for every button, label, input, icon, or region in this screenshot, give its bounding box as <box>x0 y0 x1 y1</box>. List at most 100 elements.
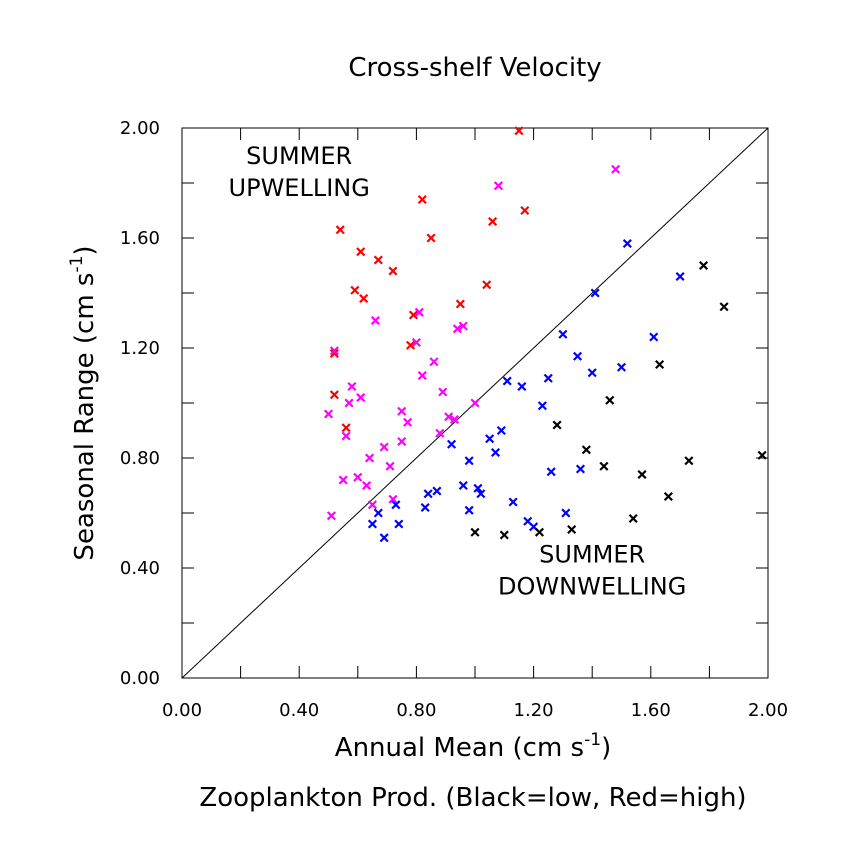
data-point <box>520 205 530 216</box>
data-point <box>452 324 462 334</box>
data-point <box>558 329 568 339</box>
data-point <box>488 216 498 227</box>
data-point <box>379 533 389 543</box>
data-point <box>517 381 527 392</box>
data-points <box>323 126 767 543</box>
data-point <box>420 502 430 513</box>
data-point <box>362 480 372 491</box>
data-point <box>546 467 556 477</box>
x-tick-label: 2.00 <box>748 700 788 721</box>
data-point <box>534 527 545 537</box>
data-point <box>364 453 375 463</box>
data-point <box>684 456 694 466</box>
data-point <box>408 310 419 320</box>
data-point <box>397 436 407 447</box>
data-point <box>350 285 360 295</box>
data-point <box>470 398 480 408</box>
data-point <box>329 390 339 400</box>
data-point <box>482 280 492 290</box>
data-point <box>552 420 562 430</box>
data-point <box>649 332 659 342</box>
data-point <box>605 395 615 405</box>
data-point <box>385 461 395 471</box>
data-point <box>499 530 509 540</box>
data-point <box>367 500 378 510</box>
annotation-label: SUMMER DOWNWELLING <box>498 541 686 601</box>
data-point <box>323 409 334 419</box>
data-point <box>326 511 336 521</box>
data-point <box>394 519 404 529</box>
data-point <box>344 398 354 408</box>
data-point <box>379 442 389 452</box>
chart-caption: Zooplankton Prod. (Black=low, Red=high) <box>199 783 746 813</box>
y-tick-label: 2.00 <box>120 118 160 139</box>
plot-frame <box>181 127 769 679</box>
data-point <box>335 225 345 235</box>
data-point <box>373 255 383 265</box>
data-point <box>455 299 465 309</box>
data-point <box>537 401 547 411</box>
data-point <box>403 417 413 427</box>
data-point <box>611 164 621 174</box>
x-axis-label-superscript: -1 <box>584 730 601 750</box>
data-point <box>622 238 632 249</box>
data-point <box>719 302 729 312</box>
data-point <box>391 500 401 510</box>
data-point <box>473 483 483 493</box>
data-point <box>388 494 398 504</box>
data-point <box>514 126 524 136</box>
data-point <box>464 505 474 515</box>
data-point <box>572 351 583 361</box>
y-axis-label-superscript: -1 <box>67 256 87 273</box>
data-point <box>575 464 586 474</box>
data-point <box>432 486 442 496</box>
data-point <box>543 373 553 383</box>
x-tick-label: 0.80 <box>396 700 436 721</box>
data-point <box>329 346 339 356</box>
data-point <box>493 181 503 191</box>
data-point <box>476 489 486 499</box>
y-tick-label: 0.00 <box>120 668 160 689</box>
data-point <box>502 376 512 386</box>
plot-area: SUMMER UPWELLING SUMMER DOWNWELLING <box>181 126 769 679</box>
data-point <box>470 527 480 537</box>
data-point <box>616 362 627 372</box>
data-point <box>447 439 457 449</box>
data-point <box>567 524 577 535</box>
data-point <box>359 293 369 304</box>
data-point <box>637 469 647 480</box>
y-tick-label: 1.20 <box>120 338 160 359</box>
data-point <box>590 288 600 298</box>
y-tick-label: 0.40 <box>120 558 160 579</box>
data-point <box>397 406 407 416</box>
data-point <box>414 307 424 317</box>
data-point <box>599 461 609 471</box>
data-point <box>417 194 427 205</box>
x-tick-label: 0.00 <box>162 700 202 721</box>
annotation-label: SUMMER UPWELLING <box>229 142 370 202</box>
data-point <box>341 431 351 441</box>
data-point <box>561 508 571 518</box>
data-point <box>347 381 357 392</box>
data-point <box>581 445 591 455</box>
x-axis-label: Annual Mean (cm s-1) <box>335 730 611 763</box>
data-point <box>405 340 416 350</box>
data-point <box>444 412 454 422</box>
annotations: SUMMER UPWELLING SUMMER DOWNWELLING <box>229 142 687 601</box>
data-point <box>411 337 421 348</box>
data-point <box>388 266 398 276</box>
data-point <box>485 434 495 444</box>
data-point <box>429 357 439 367</box>
data-point <box>663 491 673 502</box>
data-point <box>373 508 383 518</box>
data-point <box>367 519 378 529</box>
data-point <box>675 271 685 282</box>
data-point <box>464 456 474 466</box>
data-point <box>449 414 460 425</box>
x-tick-label: 0.40 <box>279 700 319 721</box>
chart-title: Cross-shelf Velocity <box>348 53 601 83</box>
y-tick-labels: 0.00 0.40 0.80 1.20 1.60 2.00 <box>120 118 160 689</box>
data-point <box>698 260 709 271</box>
data-point <box>435 428 445 438</box>
data-point <box>496 425 506 436</box>
